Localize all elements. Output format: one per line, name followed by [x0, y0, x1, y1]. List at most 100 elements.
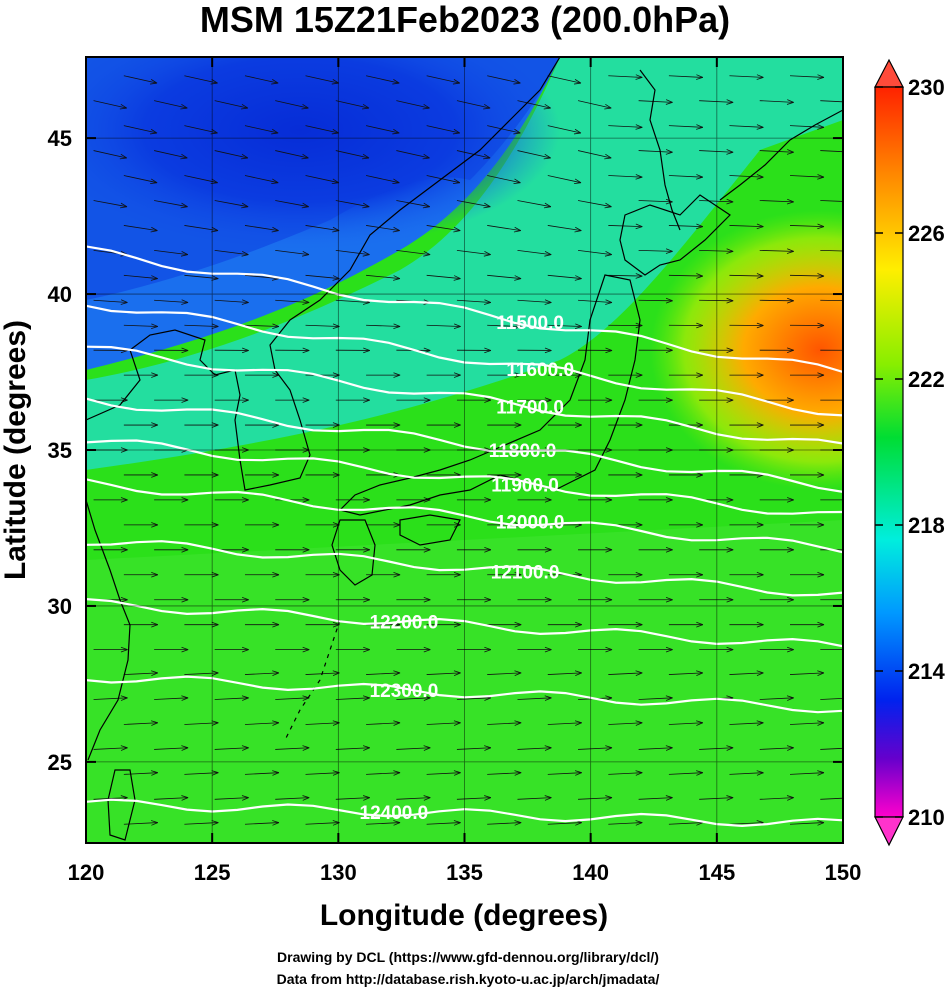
wind-arrow	[820, 797, 843, 800]
wind-arrow-head	[484, 347, 492, 354]
wind-arrow	[608, 125, 643, 128]
wind-arrow-head	[786, 149, 794, 155]
wind-arrow	[396, 797, 431, 800]
y-tick-label: 40	[48, 282, 72, 307]
wind-arrow	[759, 150, 794, 153]
wind-arrow-head	[393, 323, 401, 330]
wind-arrow	[547, 125, 582, 134]
wind-arrow-head	[241, 497, 249, 503]
wind-arrow-head	[302, 497, 310, 503]
wind-arrow-head	[756, 720, 764, 726]
wind-arrow	[184, 274, 219, 279]
wind-arrow-head	[484, 646, 492, 653]
wind-arrow	[244, 75, 279, 84]
coast-kyushu	[331, 519, 376, 586]
wind-arrow-head	[696, 472, 704, 478]
wind-arrow-head	[150, 275, 158, 281]
wind-arrow-head	[211, 820, 219, 826]
wind-arrow-head	[605, 547, 613, 553]
wind-arrow-head	[817, 422, 825, 428]
wind-arrow-head	[604, 251, 612, 257]
map-title: MSM 15Z21Feb2023 (200.0hPa)	[200, 0, 730, 40]
wind-arrow	[789, 225, 825, 228]
wind-arrow-head	[302, 646, 310, 653]
wind-arrow	[638, 299, 673, 302]
wind-arrow-head	[605, 347, 613, 354]
wind-arrow-head	[363, 596, 370, 603]
wind-arrow-head	[151, 621, 158, 628]
wind-arrow	[668, 225, 703, 228]
wind-arrow	[517, 100, 551, 109]
wind-arrow-head	[180, 153, 188, 160]
wind-arrow-head	[423, 251, 431, 257]
wind-arrow-head	[301, 202, 309, 209]
wind-arrow-head	[150, 79, 158, 85]
wind-arrow-head	[756, 522, 764, 528]
wind-arrow-head	[604, 202, 612, 209]
wind-arrow-head	[423, 596, 431, 603]
wind-arrow-head	[848, 398, 855, 403]
wind-arrow	[699, 200, 734, 203]
wind-arrow-head	[787, 646, 794, 653]
wind-arrow-head	[786, 99, 794, 105]
wind-arrow-head	[393, 820, 401, 826]
wind-arrow	[396, 249, 431, 256]
wind-arrow	[456, 249, 491, 256]
wind-arrow	[577, 200, 612, 208]
wind-arrow	[547, 225, 582, 232]
wind-arrow-head	[696, 571, 704, 578]
wind-arrow	[366, 772, 401, 775]
wind-arrow-head	[817, 670, 825, 676]
wind-arrow	[396, 697, 431, 700]
wind-arrow-head	[363, 397, 370, 403]
wind-arrow	[578, 249, 612, 256]
wind-arrow-head	[453, 372, 461, 378]
wind-arrow	[426, 75, 460, 84]
wind-arrow-head	[363, 646, 370, 653]
wind-arrow-head	[180, 103, 188, 110]
wind-arrow	[729, 722, 764, 725]
wind-arrow	[366, 722, 401, 725]
wind-arrow-head	[635, 124, 643, 130]
wind-arrow-head	[452, 128, 461, 135]
wind-arrow	[820, 249, 843, 252]
wind-arrow	[214, 100, 248, 109]
wind-arrow-head	[241, 745, 249, 751]
wind-arrow	[426, 274, 461, 279]
wind-arrow	[275, 150, 309, 159]
wind-arrow-head	[363, 547, 370, 553]
field-blue-deep	[86, 57, 560, 300]
wind-arrow-head	[453, 820, 461, 826]
wind-arrow	[184, 822, 219, 825]
wind-arrow	[547, 324, 582, 327]
wind-arrow	[244, 225, 279, 232]
wind-arrow	[729, 225, 764, 228]
wind-arrow-head	[120, 596, 128, 603]
wind-arrow	[366, 274, 400, 279]
wind-arrow-head	[726, 547, 734, 553]
wind-arrow	[789, 722, 824, 725]
wind-arrow-head	[696, 124, 704, 130]
wind-arrow	[759, 299, 794, 302]
wind-arrow-head	[241, 397, 249, 403]
wind-arrow-head	[604, 103, 612, 110]
wind-arrow-head	[151, 472, 158, 478]
wind-arrow-head	[181, 299, 189, 305]
wind-arrow-head	[514, 472, 522, 478]
wind-arrow-head	[301, 103, 309, 110]
wind-arrow-head	[574, 670, 582, 676]
wind-arrow-head	[726, 99, 734, 105]
wind-arrow-head	[151, 422, 158, 428]
wind-arrow-head	[513, 226, 522, 233]
wind-arrow-head	[635, 273, 643, 279]
wind-arrow	[759, 249, 794, 252]
wind-arrow-head	[575, 472, 582, 478]
wind-arrow-head	[484, 596, 492, 603]
wind-arrow	[608, 75, 643, 78]
wind-arrow-head	[665, 347, 673, 354]
wind-arrow-head	[665, 248, 673, 254]
colorbar-tick-label: 210	[908, 805, 945, 830]
wind-arrow-head	[786, 695, 794, 701]
y-axis-label: Latitude (degrees)	[0, 320, 32, 580]
wind-arrow-head	[787, 497, 794, 503]
